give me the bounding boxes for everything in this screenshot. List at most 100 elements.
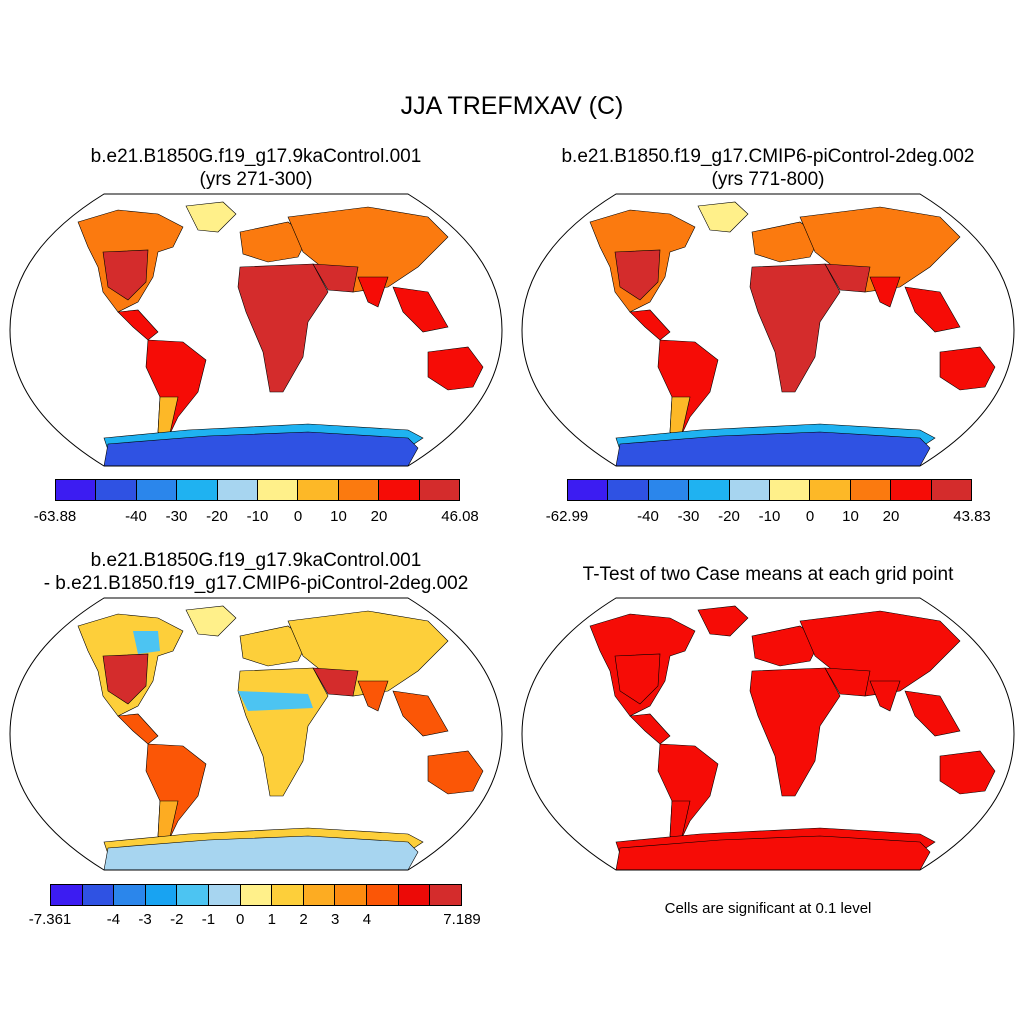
colorbar-swatch [770, 480, 811, 500]
panel-2-title: b.e21.B1850.f19_g17.CMIP6-piControl-2deg… [520, 145, 1016, 191]
antarctica-land [103, 431, 419, 466]
colorbar-swatch [177, 885, 210, 905]
colorbar-swatch [272, 885, 304, 905]
map-frame [521, 193, 1015, 467]
panel-4-title: T-Test of two Case means at each grid po… [520, 563, 1016, 586]
colorbar-swatch [82, 885, 115, 905]
colorbar-tick-label: 10 [330, 508, 347, 525]
map-frame [9, 597, 503, 871]
colorbar-swatch [729, 480, 771, 500]
panel-1-title-line1: b.e21.B1850G.f19_g17.9kaControl.001 [90, 146, 422, 167]
colorbar-swatch [56, 480, 97, 500]
map-land-group [77, 605, 484, 870]
colorbar-swatch [258, 480, 299, 500]
greenland-land [185, 201, 237, 233]
sahel-band [238, 691, 313, 711]
panel-3-title-line2: - b.e21.B1850.f19_g17.CMIP6-piControl-2d… [43, 573, 469, 594]
colorbar-swatch [648, 480, 690, 500]
colorbar-tick-label: -62.99 [545, 508, 589, 525]
panel-3-title: b.e21.B1850G.f19_g17.9kaControl.001 - b.… [8, 549, 504, 595]
india-land [869, 276, 901, 308]
europe-land [751, 625, 821, 667]
colorbar-tick-label: -40 [637, 508, 659, 525]
map-frame [521, 597, 1015, 871]
colorbar-tick-label: 7.189 [443, 911, 481, 928]
southeast-asia-land [904, 286, 961, 333]
southeast-asia-land [392, 286, 449, 333]
colorbar-tick-label: -4 [106, 911, 121, 928]
colorbar-tick-label: 1 [267, 911, 277, 928]
colorbar-tick-label: -30 [677, 508, 700, 525]
colorbar-tick-label: 4 [362, 911, 372, 928]
colorbar-swatch [608, 480, 649, 500]
colorbar-tick-label: -10 [246, 508, 269, 525]
panel-1-colorbar [55, 479, 460, 501]
central-america-land [629, 713, 671, 745]
colorbar-tick-label: -10 [758, 508, 781, 525]
colorbar-swatch [430, 885, 461, 905]
colorbar-tick-label: -2 [170, 911, 184, 928]
antarctica-land [615, 835, 931, 870]
antarctica-land [103, 835, 419, 870]
hudson-bay-anomaly [133, 631, 160, 654]
panel-1-map [9, 193, 503, 467]
middle-east-land [824, 667, 871, 697]
panel-2-map [521, 193, 1015, 467]
panel-2-title-line2: (yrs 771-800) [711, 169, 825, 190]
central-america-land [629, 309, 671, 341]
greenland-land [697, 605, 749, 637]
greenland-land [185, 605, 237, 637]
southeast-asia-land [392, 690, 449, 737]
colorbar-swatch [335, 885, 368, 905]
north-america-interior-land [102, 653, 149, 705]
colorbar-tick-label: -40 [125, 508, 147, 525]
colorbar-swatch [209, 885, 241, 905]
india-land [357, 680, 389, 712]
panel-2-colorbar [567, 479, 972, 501]
south-america-land [657, 339, 719, 443]
colorbar-swatch [240, 885, 273, 905]
panel-4-map [521, 597, 1015, 871]
colorbar-swatch [114, 885, 146, 905]
colorbar-tick-label: -7.361 [28, 911, 72, 928]
map-land-group [589, 605, 996, 870]
panel-4-note: Cells are significant at 0.1 level [664, 900, 872, 917]
panel-4-title-line1: T-Test of two Case means at each grid po… [582, 564, 954, 585]
panel-3-colorbar [50, 884, 462, 906]
colorbar-tick-label: 43.83 [953, 508, 991, 525]
colorbar-swatch [338, 480, 380, 500]
middle-east-land [824, 263, 871, 293]
colorbar-swatch [398, 885, 431, 905]
colorbar-swatch [379, 480, 420, 500]
panel-1-title-line2: (yrs 271-300) [199, 169, 313, 190]
africa-land [749, 667, 841, 797]
colorbar-tick-label: -63.88 [33, 508, 77, 525]
middle-east-land [312, 667, 359, 697]
colorbar-swatch [891, 480, 932, 500]
main-title: JJA TREFMXAV (C) [400, 92, 624, 120]
north-america-interior-land [614, 653, 661, 705]
india-land [869, 680, 901, 712]
colorbar-swatch [689, 480, 730, 500]
map-land-group [77, 201, 484, 466]
colorbar-swatch [850, 480, 892, 500]
colorbar-tick-label: -20 [206, 508, 228, 525]
colorbar-tick-label: -1 [201, 911, 216, 928]
southeast-asia-land [904, 690, 961, 737]
colorbar-tick-label: 20 [882, 508, 900, 525]
colorbar-swatch [303, 885, 336, 905]
panel-3-map [9, 597, 503, 871]
panel-2-colorbar-labels: -62.99 -40 -30 -20 -10 0 10 20 43.83 [546, 508, 991, 528]
colorbar-tick-label: 46.08 [441, 508, 479, 525]
map-land-group [589, 201, 996, 466]
colorbar-swatch [217, 480, 259, 500]
colorbar-swatch [298, 480, 339, 500]
colorbar-swatch [96, 480, 137, 500]
colorbar-tick-label: 0 [805, 508, 815, 525]
colorbar-swatch [931, 480, 972, 500]
colorbar-tick-label: -30 [165, 508, 188, 525]
central-america-land [117, 713, 159, 745]
colorbar-tick-label: 10 [842, 508, 859, 525]
australia-land [939, 750, 996, 795]
north-america-interior-land [614, 249, 661, 301]
